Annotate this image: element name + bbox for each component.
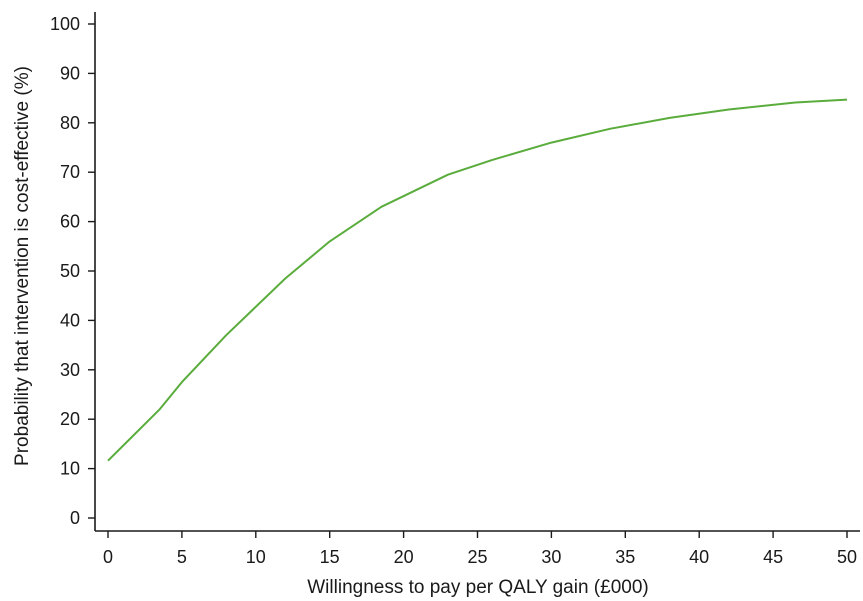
x-tick-label: 35 [615,547,635,567]
plot-series [107,98,848,462]
y-tick-label: 0 [70,508,80,528]
x-tick-label: 50 [837,547,857,567]
y-tick-label: 90 [60,63,80,83]
x-tick-label: 45 [763,547,783,567]
x-tick-label: 30 [541,547,561,567]
x-tick-label: 10 [246,547,266,567]
y-tick-label: 20 [60,409,80,429]
x-tick-label: 40 [689,547,709,567]
y-axis-label: Probability that intervention is cost-ef… [12,66,33,466]
x-axis-label: Willingness to pay per QALY gain (£000) [307,577,648,598]
y-tick-label: 60 [60,212,80,232]
y-ticks: 0 10 20 30 40 50 60 70 80 90 100 [50,14,95,528]
x-tick-label: 5 [177,547,187,567]
x-tick-label: 20 [394,547,414,567]
y-axis: 0 10 20 30 40 50 60 70 80 90 100 [50,12,96,531]
y-tick-label: 70 [60,162,80,182]
y-tick-label: 40 [60,310,80,330]
x-tick-label: 0 [103,547,113,567]
y-tick-label: 80 [60,113,80,133]
x-tick-label: 15 [320,547,340,567]
x-ticks: 0 5 10 15 20 25 30 35 40 45 50 [103,531,857,567]
y-tick-label: 100 [50,14,80,34]
y-tick-label: 50 [60,261,80,281]
x-tick-label: 25 [467,547,487,567]
y-tick-label: 10 [60,459,80,479]
y-tick-label: 30 [60,360,80,380]
x-axis: 0 5 10 15 20 25 30 35 40 45 50 [95,530,860,567]
series-line [107,98,848,462]
